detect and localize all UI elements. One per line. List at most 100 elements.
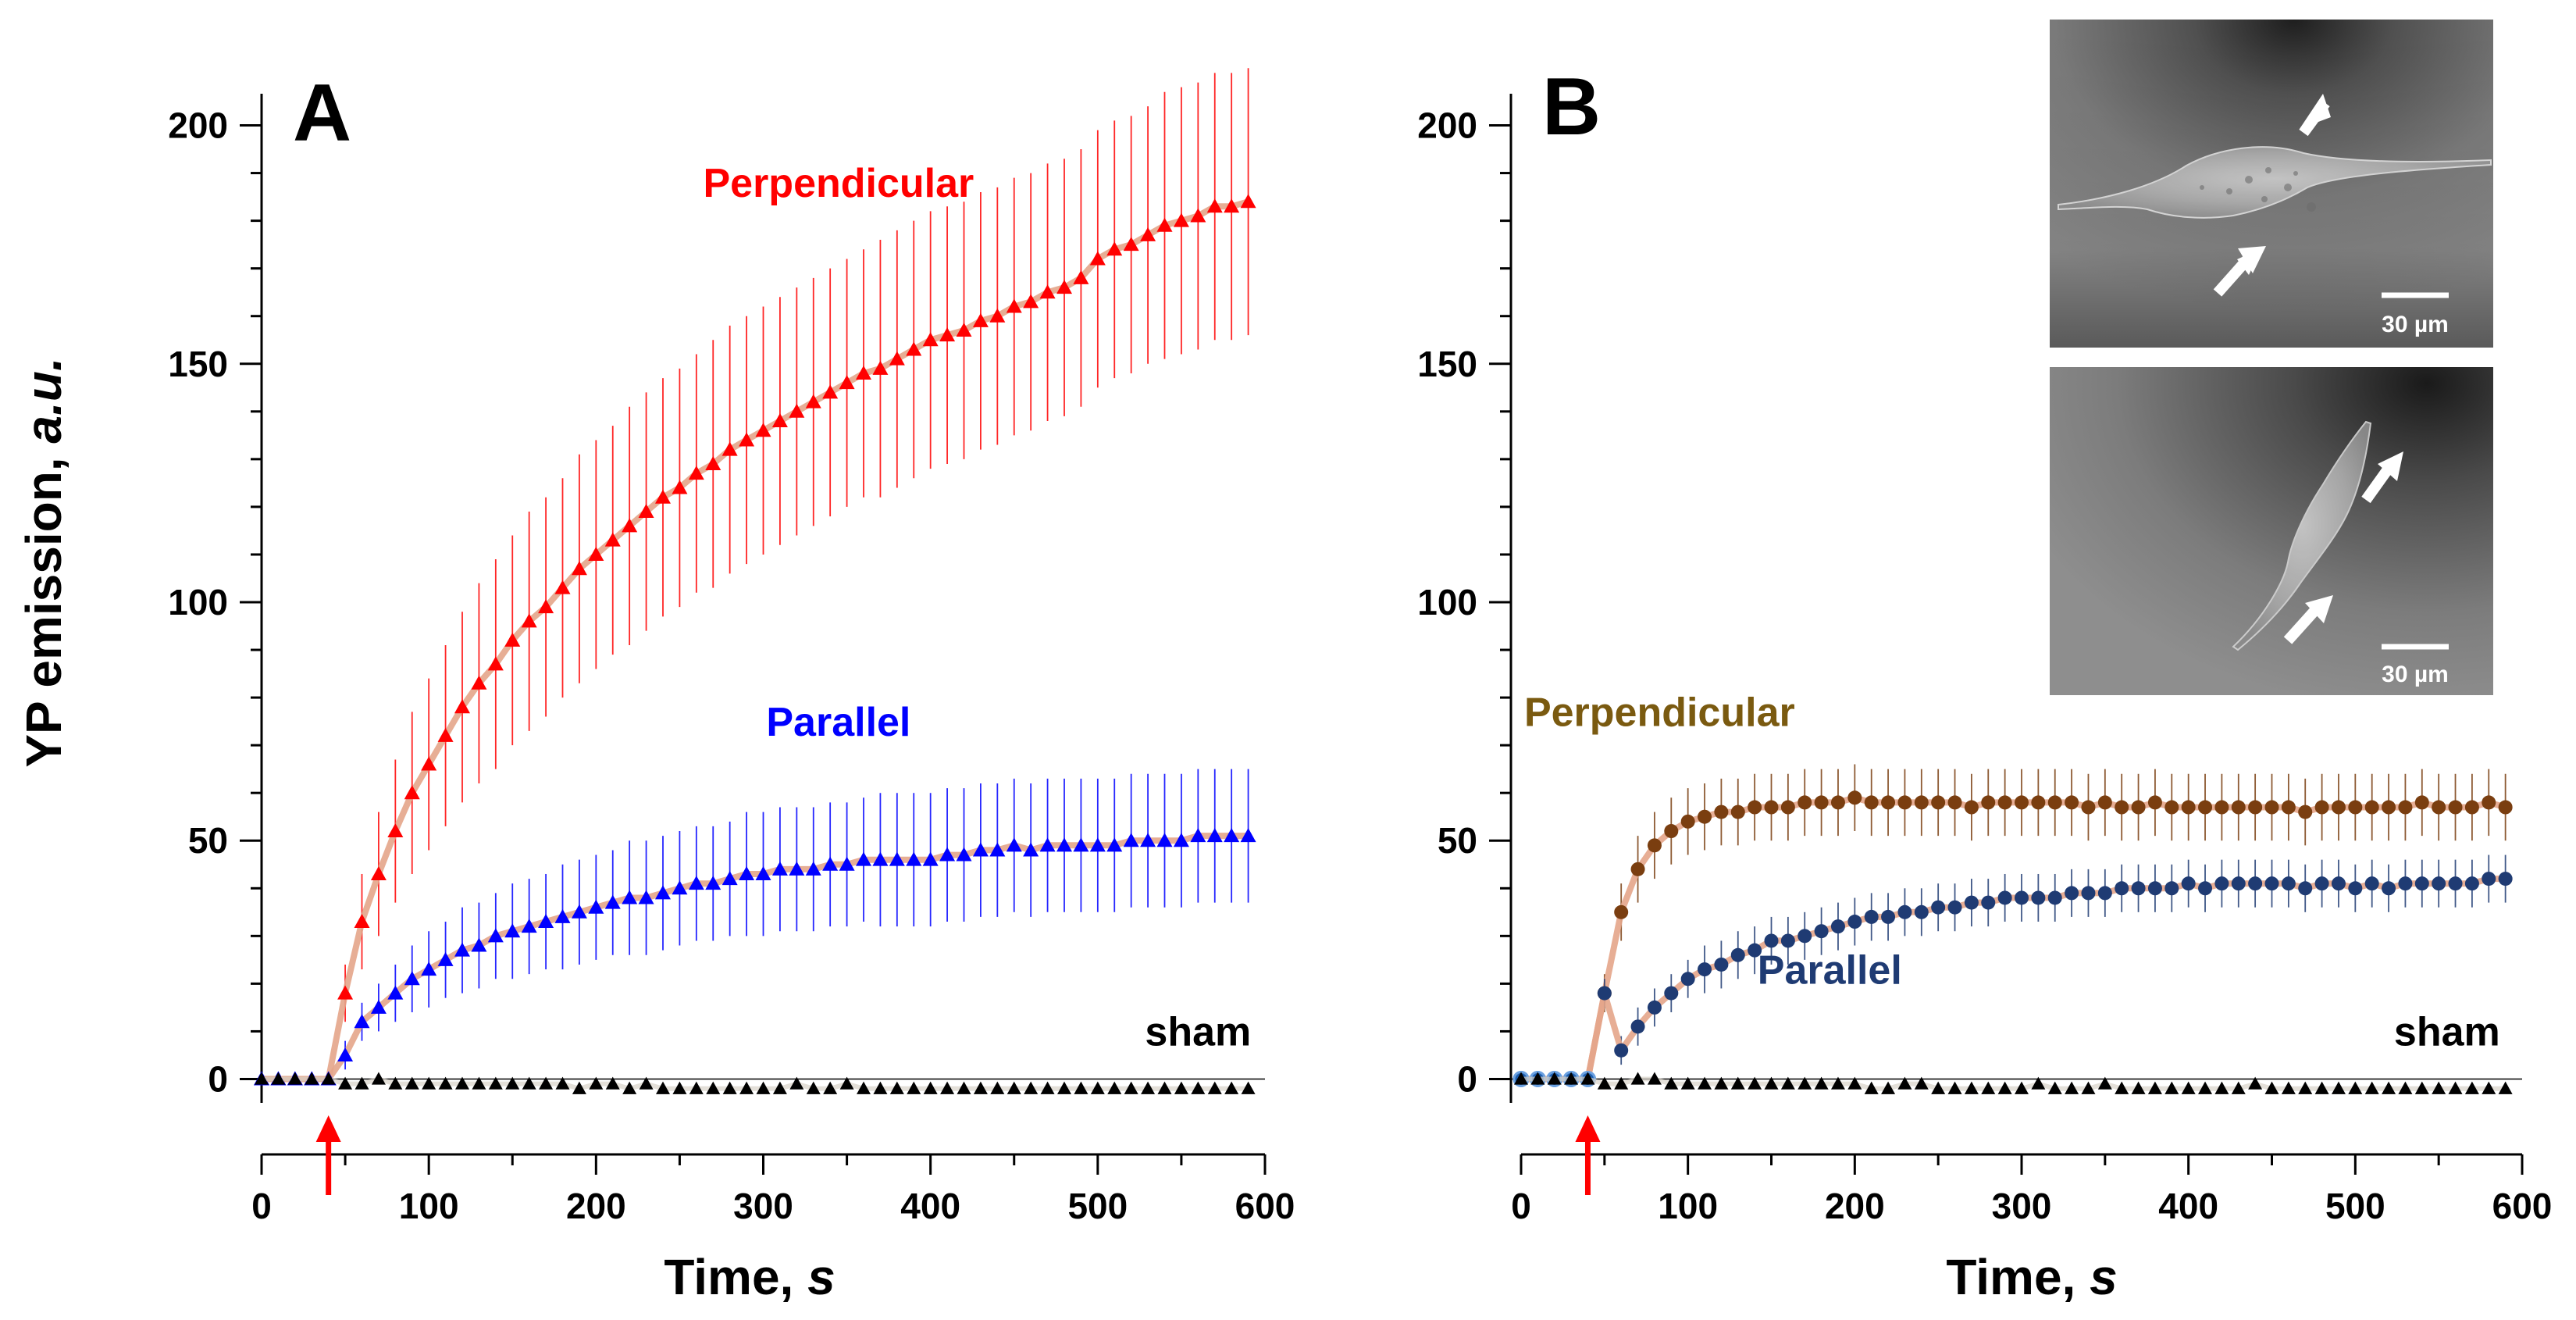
series-perpendicular: Perpendicular: [1512, 690, 2513, 1087]
data-point: [672, 880, 688, 895]
x-tick-label: 100: [1658, 1186, 1718, 1226]
data-point: [1241, 1081, 1256, 1094]
data-point: [1580, 1072, 1595, 1085]
data-point: [1106, 241, 1123, 256]
data-point: [2164, 1081, 2179, 1094]
data-point: [554, 580, 571, 594]
data-point: [422, 1076, 436, 1090]
data-point: [404, 785, 420, 800]
data-point: [1630, 1072, 1645, 1085]
data-point: [856, 365, 871, 380]
stimulus-arrow-head-icon: [1575, 1115, 1601, 1142]
series-label: Perpendicular: [703, 161, 974, 206]
data-point: [1730, 1076, 1745, 1090]
data-point: [2031, 890, 2046, 905]
data-point: [1240, 828, 1256, 843]
data-point: [1174, 1081, 1188, 1094]
data-point: [2264, 800, 2279, 815]
data-point: [1748, 943, 1762, 958]
fit-curve: [262, 833, 1249, 1083]
data-point: [872, 851, 889, 866]
data-point: [721, 441, 738, 456]
data-point: [2331, 876, 2346, 891]
data-point: [1814, 1076, 1829, 1090]
series-label: sham: [1145, 1010, 1251, 1055]
panel-A: 0 50 100 150 200 0 100 200 300 400 500 600 Perpendi…: [168, 68, 1295, 1226]
data-point: [1224, 198, 1240, 213]
data-point: [1156, 833, 1173, 847]
data-point: [1881, 909, 1896, 924]
data-point: [589, 1076, 604, 1090]
data-point: [271, 1072, 286, 1085]
data-point: [421, 961, 437, 976]
data-point: [2181, 876, 2196, 891]
data-point: [1206, 828, 1223, 843]
data-point: [1140, 833, 1156, 847]
series-label: sham: [2394, 1010, 2500, 1055]
data-point: [1964, 1081, 1979, 1094]
series-parallel: Parallel: [254, 700, 1256, 1086]
data-point: [2398, 800, 2413, 815]
data-point: [655, 489, 671, 504]
data-point: [571, 561, 587, 576]
data-point: [2364, 800, 2379, 815]
data-point: [2031, 1076, 2046, 1090]
data-point: [1814, 795, 1829, 810]
data-point: [1206, 198, 1223, 213]
data-point: [622, 518, 638, 533]
data-point: [1647, 838, 1662, 853]
data-point: [972, 312, 989, 327]
data-point: [2414, 876, 2429, 891]
x-tick-label: 0: [251, 1186, 272, 1226]
data-point: [771, 861, 788, 876]
data-point: [2115, 881, 2129, 896]
data-point: [370, 865, 387, 880]
data-point: [2298, 1081, 2313, 1094]
data-point: [1847, 1076, 1862, 1090]
data-point: [488, 1076, 503, 1090]
scale-bar-label: 30 µm: [2382, 312, 2449, 337]
data-point: [939, 847, 956, 862]
data-point: [2281, 800, 2296, 815]
data-point: [1864, 1081, 1879, 1094]
panel-B-letter: B: [1542, 62, 1601, 152]
data-point: [588, 546, 604, 561]
y-tick-label: 0: [208, 1058, 228, 1099]
data-point: [1997, 1081, 2012, 1094]
data-point: [772, 1081, 787, 1094]
data-point: [2298, 804, 2313, 819]
data-point: [1830, 919, 1845, 934]
inset-image-top: 30 µm: [2050, 20, 2493, 348]
data-point: [739, 432, 755, 447]
data-point: [805, 394, 821, 408]
cell-texture: [2200, 167, 2316, 212]
data-point: [655, 885, 671, 900]
arrow-icon: [2213, 246, 2266, 297]
data-point: [2498, 1081, 2513, 1094]
data-point: [455, 1076, 469, 1090]
data-point: [2147, 1081, 2162, 1094]
data-point: [471, 675, 487, 690]
data-point: [2331, 800, 2346, 815]
data-point: [1947, 795, 1962, 810]
data-point: [454, 942, 470, 957]
data-point: [957, 1081, 971, 1094]
data-point: [2131, 881, 2146, 896]
data-point: [1056, 280, 1072, 294]
data-point: [939, 327, 956, 342]
data-point: [889, 851, 905, 866]
data-point: [822, 856, 839, 871]
data-point: [1881, 1081, 1896, 1094]
data-point: [990, 1081, 1005, 1094]
data-point: [355, 1076, 369, 1090]
x-tick-label: 600: [1235, 1186, 1295, 1226]
data-point: [706, 1081, 721, 1094]
data-point: [1698, 809, 1712, 824]
data-point: [471, 937, 487, 952]
data-point: [2464, 1081, 2479, 1094]
data-point: [1748, 800, 1762, 815]
panel-A-axes: 0 50 100 150 200 0 100 200 300 400 500 600: [168, 94, 1295, 1226]
fit-curve: [1521, 876, 2506, 1083]
data-point: [638, 890, 654, 904]
data-point: [2364, 1081, 2379, 1094]
